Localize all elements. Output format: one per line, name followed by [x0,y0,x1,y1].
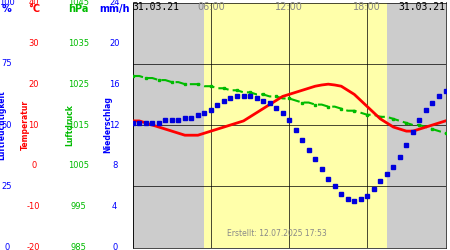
Text: 0: 0 [112,243,117,250]
Text: 24: 24 [109,0,120,7]
Text: 0: 0 [31,161,36,170]
Text: 8: 8 [112,161,117,170]
Text: 31.03.21: 31.03.21 [399,2,446,12]
Text: hPa: hPa [68,4,89,14]
Text: 40: 40 [28,0,39,7]
Text: Temperatur: Temperatur [21,100,30,150]
Text: 12: 12 [109,120,120,130]
Text: 1045: 1045 [68,0,89,7]
Text: 995: 995 [71,202,86,211]
Text: -20: -20 [27,243,40,250]
Text: Niederschlag: Niederschlag [104,96,112,154]
Text: 31.03.21: 31.03.21 [133,2,180,12]
Text: 0: 0 [4,243,9,250]
Text: 1005: 1005 [68,161,89,170]
Text: 30: 30 [28,39,39,48]
Text: 18:00: 18:00 [353,2,381,12]
Text: 100: 100 [0,0,14,7]
Text: %: % [2,4,12,14]
Text: mm/h: mm/h [99,4,130,14]
Text: 75: 75 [1,59,12,68]
Text: 4: 4 [112,202,117,211]
Text: 20: 20 [28,80,39,89]
Bar [204,2,387,248]
Text: 1035: 1035 [68,39,89,48]
Text: 1025: 1025 [68,80,89,89]
Text: 10: 10 [28,120,39,130]
Text: 16: 16 [109,80,120,89]
Text: Erstellt: 12.07.2025 17:53: Erstellt: 12.07.2025 17:53 [226,229,326,238]
Text: 20: 20 [109,39,120,48]
Text: 50: 50 [1,120,12,130]
Text: 25: 25 [1,182,12,191]
Text: °C: °C [28,4,40,14]
Text: 06:00: 06:00 [197,2,225,12]
Text: 1015: 1015 [68,120,89,130]
Text: -10: -10 [27,202,40,211]
Text: Luftdruck: Luftdruck [65,104,74,146]
Text: Luftfeuchtigkeit: Luftfeuchtigkeit [0,90,6,160]
Text: 12:00: 12:00 [275,2,303,12]
Text: 985: 985 [71,243,87,250]
